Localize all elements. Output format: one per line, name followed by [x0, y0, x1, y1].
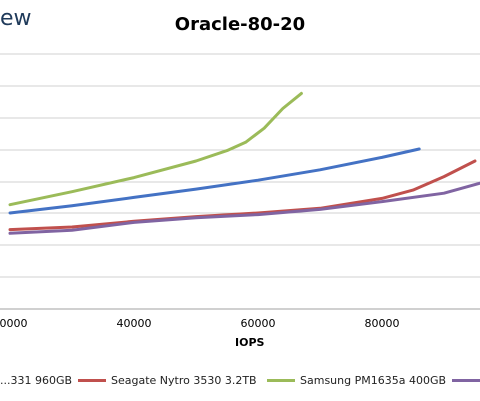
legend-swatch-4: [452, 379, 480, 382]
x-tick-label: 40000: [117, 317, 152, 330]
brand-logo-text: ew: [0, 6, 32, 31]
series-line-3: [8, 91, 303, 207]
x-tick-label: 80000: [365, 317, 400, 330]
series-line-2: [8, 159, 477, 232]
legend-swatch-2: [78, 379, 106, 382]
x-axis-title: IOPS: [235, 336, 265, 349]
legend: ...331 960GB Seagate Nytro 3530 3.2TB Sa…: [0, 374, 480, 388]
legend-item-2: Seagate Nytro 3530 3.2TB: [111, 374, 257, 387]
series-line-1: [8, 147, 421, 215]
x-tick-label: 60000: [241, 317, 276, 330]
legend-label-1: ...331 960GB: [0, 374, 73, 387]
legend-item-3: Samsung PM1635a 400GB: [300, 374, 446, 387]
chart-title: Oracle-80-20: [174, 14, 306, 35]
legend-item-1: ...331 960GB: [0, 374, 72, 387]
legend-label-3: Samsung PM1635a 400GB: [300, 374, 447, 387]
legend-label-2: Seagate Nytro 3530 3.2TB: [111, 374, 257, 387]
legend-swatch-3: [267, 379, 295, 382]
series-line-4: [8, 181, 480, 235]
